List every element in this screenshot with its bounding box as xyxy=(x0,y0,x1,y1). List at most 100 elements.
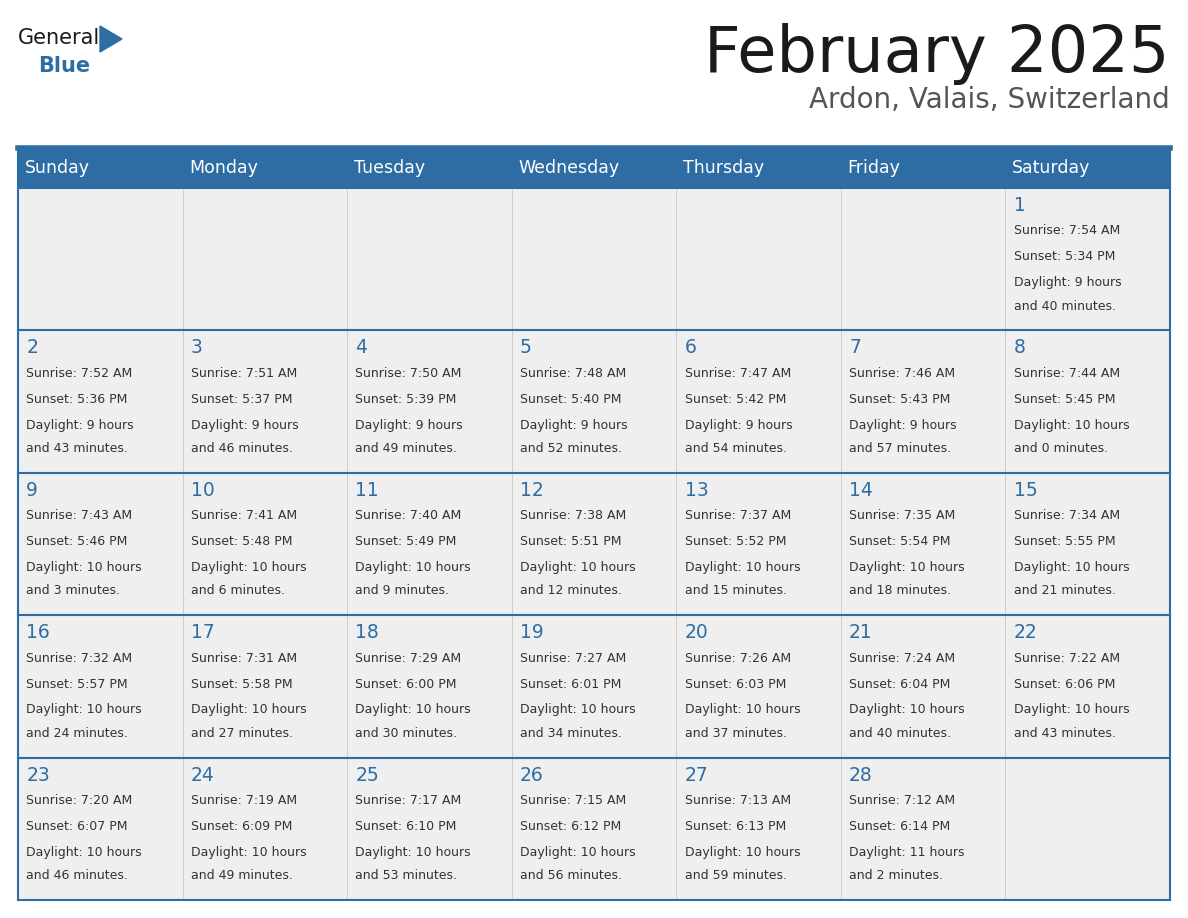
Text: Sunset: 5:54 PM: Sunset: 5:54 PM xyxy=(849,535,950,548)
Text: Sunset: 6:10 PM: Sunset: 6:10 PM xyxy=(355,820,456,833)
Text: Sunrise: 7:54 AM: Sunrise: 7:54 AM xyxy=(1013,225,1120,238)
Text: Sunrise: 7:15 AM: Sunrise: 7:15 AM xyxy=(520,794,626,807)
Text: 21: 21 xyxy=(849,623,873,643)
Text: and 40 minutes.: and 40 minutes. xyxy=(849,727,952,740)
Text: 17: 17 xyxy=(191,623,215,643)
Text: Sunset: 5:52 PM: Sunset: 5:52 PM xyxy=(684,535,786,548)
Text: and 21 minutes.: and 21 minutes. xyxy=(1013,585,1116,598)
Text: and 52 minutes.: and 52 minutes. xyxy=(520,442,623,455)
Text: 3: 3 xyxy=(191,339,203,357)
Text: Saturday: Saturday xyxy=(1012,159,1091,177)
Text: Sunrise: 7:47 AM: Sunrise: 7:47 AM xyxy=(684,367,791,380)
Text: Sunset: 5:43 PM: Sunset: 5:43 PM xyxy=(849,393,950,406)
Text: Sunset: 5:40 PM: Sunset: 5:40 PM xyxy=(520,393,621,406)
Text: 18: 18 xyxy=(355,623,379,643)
Text: and 37 minutes.: and 37 minutes. xyxy=(684,727,786,740)
Text: Ardon, Valais, Switzerland: Ardon, Valais, Switzerland xyxy=(809,86,1170,114)
Text: Daylight: 10 hours: Daylight: 10 hours xyxy=(191,561,307,574)
Text: Sunrise: 7:27 AM: Sunrise: 7:27 AM xyxy=(520,652,626,665)
Text: and 12 minutes.: and 12 minutes. xyxy=(520,585,621,598)
Text: Sunset: 5:46 PM: Sunset: 5:46 PM xyxy=(26,535,127,548)
Text: Sunset: 5:37 PM: Sunset: 5:37 PM xyxy=(191,393,292,406)
Text: Sunrise: 7:38 AM: Sunrise: 7:38 AM xyxy=(520,509,626,522)
Text: Daylight: 10 hours: Daylight: 10 hours xyxy=(684,845,801,859)
Text: 2: 2 xyxy=(26,339,38,357)
Text: and 34 minutes.: and 34 minutes. xyxy=(520,727,621,740)
Text: General: General xyxy=(18,28,100,48)
Text: Sunrise: 7:48 AM: Sunrise: 7:48 AM xyxy=(520,367,626,380)
Text: Sunrise: 7:37 AM: Sunrise: 7:37 AM xyxy=(684,509,791,522)
Polygon shape xyxy=(100,26,122,52)
Text: Sunrise: 7:20 AM: Sunrise: 7:20 AM xyxy=(26,794,133,807)
Text: February 2025: February 2025 xyxy=(704,23,1170,85)
Text: Sunrise: 7:24 AM: Sunrise: 7:24 AM xyxy=(849,652,955,665)
Text: and 46 minutes.: and 46 minutes. xyxy=(191,442,292,455)
Text: Daylight: 9 hours: Daylight: 9 hours xyxy=(520,419,627,431)
Text: Daylight: 10 hours: Daylight: 10 hours xyxy=(684,561,801,574)
Text: 11: 11 xyxy=(355,481,379,499)
Text: Sunset: 6:14 PM: Sunset: 6:14 PM xyxy=(849,820,950,833)
Text: Daylight: 9 hours: Daylight: 9 hours xyxy=(26,419,134,431)
Text: Sunrise: 7:22 AM: Sunrise: 7:22 AM xyxy=(1013,652,1120,665)
Text: and 49 minutes.: and 49 minutes. xyxy=(355,442,457,455)
Text: Daylight: 10 hours: Daylight: 10 hours xyxy=(191,703,307,716)
Text: 15: 15 xyxy=(1013,481,1037,499)
Text: 19: 19 xyxy=(520,623,544,643)
Text: and 0 minutes.: and 0 minutes. xyxy=(1013,442,1107,455)
Text: 22: 22 xyxy=(1013,623,1037,643)
Text: Sunset: 5:42 PM: Sunset: 5:42 PM xyxy=(684,393,786,406)
Text: Daylight: 10 hours: Daylight: 10 hours xyxy=(849,703,965,716)
Text: Daylight: 10 hours: Daylight: 10 hours xyxy=(355,561,470,574)
Text: Sunrise: 7:12 AM: Sunrise: 7:12 AM xyxy=(849,794,955,807)
Text: Sunset: 5:45 PM: Sunset: 5:45 PM xyxy=(1013,393,1116,406)
FancyBboxPatch shape xyxy=(18,148,1170,188)
Text: and 2 minutes.: and 2 minutes. xyxy=(849,869,943,882)
Text: Sunset: 5:55 PM: Sunset: 5:55 PM xyxy=(1013,535,1116,548)
Text: and 18 minutes.: and 18 minutes. xyxy=(849,585,952,598)
Text: 23: 23 xyxy=(26,766,50,785)
Text: and 56 minutes.: and 56 minutes. xyxy=(520,869,623,882)
Text: 9: 9 xyxy=(26,481,38,499)
Text: Daylight: 10 hours: Daylight: 10 hours xyxy=(355,703,470,716)
Text: 16: 16 xyxy=(26,623,50,643)
Text: Sunrise: 7:26 AM: Sunrise: 7:26 AM xyxy=(684,652,791,665)
Text: Daylight: 9 hours: Daylight: 9 hours xyxy=(684,419,792,431)
Text: Sunset: 6:00 PM: Sunset: 6:00 PM xyxy=(355,677,457,690)
Text: Daylight: 10 hours: Daylight: 10 hours xyxy=(520,845,636,859)
Text: Monday: Monday xyxy=(189,159,258,177)
Text: and 30 minutes.: and 30 minutes. xyxy=(355,727,457,740)
Text: Sunrise: 7:40 AM: Sunrise: 7:40 AM xyxy=(355,509,462,522)
Text: Daylight: 10 hours: Daylight: 10 hours xyxy=(520,703,636,716)
Text: Sunrise: 7:13 AM: Sunrise: 7:13 AM xyxy=(684,794,791,807)
Text: 4: 4 xyxy=(355,339,367,357)
Text: Daylight: 10 hours: Daylight: 10 hours xyxy=(26,703,141,716)
Text: Sunrise: 7:44 AM: Sunrise: 7:44 AM xyxy=(1013,367,1120,380)
Text: Sunrise: 7:32 AM: Sunrise: 7:32 AM xyxy=(26,652,132,665)
Text: Sunset: 5:57 PM: Sunset: 5:57 PM xyxy=(26,677,128,690)
Text: Sunset: 6:03 PM: Sunset: 6:03 PM xyxy=(684,677,786,690)
Text: Sunset: 6:07 PM: Sunset: 6:07 PM xyxy=(26,820,128,833)
Text: Daylight: 10 hours: Daylight: 10 hours xyxy=(849,561,965,574)
Text: Sunrise: 7:31 AM: Sunrise: 7:31 AM xyxy=(191,652,297,665)
Text: and 9 minutes.: and 9 minutes. xyxy=(355,585,449,598)
Text: Sunrise: 7:52 AM: Sunrise: 7:52 AM xyxy=(26,367,133,380)
Text: Sunset: 5:48 PM: Sunset: 5:48 PM xyxy=(191,535,292,548)
FancyBboxPatch shape xyxy=(18,757,1170,900)
Text: Sunset: 5:34 PM: Sunset: 5:34 PM xyxy=(1013,251,1116,263)
Text: 8: 8 xyxy=(1013,339,1025,357)
Text: 27: 27 xyxy=(684,766,708,785)
Text: 1: 1 xyxy=(1013,196,1025,215)
Text: and 40 minutes.: and 40 minutes. xyxy=(1013,299,1116,312)
Text: 26: 26 xyxy=(520,766,544,785)
Text: Sunrise: 7:43 AM: Sunrise: 7:43 AM xyxy=(26,509,132,522)
Text: Daylight: 10 hours: Daylight: 10 hours xyxy=(26,845,141,859)
FancyBboxPatch shape xyxy=(18,188,1170,330)
Text: Tuesday: Tuesday xyxy=(354,159,425,177)
Text: and 27 minutes.: and 27 minutes. xyxy=(191,727,292,740)
Text: Sunset: 5:51 PM: Sunset: 5:51 PM xyxy=(520,535,621,548)
Text: Thursday: Thursday xyxy=(683,159,764,177)
Text: Sunset: 6:04 PM: Sunset: 6:04 PM xyxy=(849,677,950,690)
Text: Daylight: 10 hours: Daylight: 10 hours xyxy=(191,845,307,859)
Text: Sunrise: 7:50 AM: Sunrise: 7:50 AM xyxy=(355,367,462,380)
Text: Friday: Friday xyxy=(847,159,901,177)
